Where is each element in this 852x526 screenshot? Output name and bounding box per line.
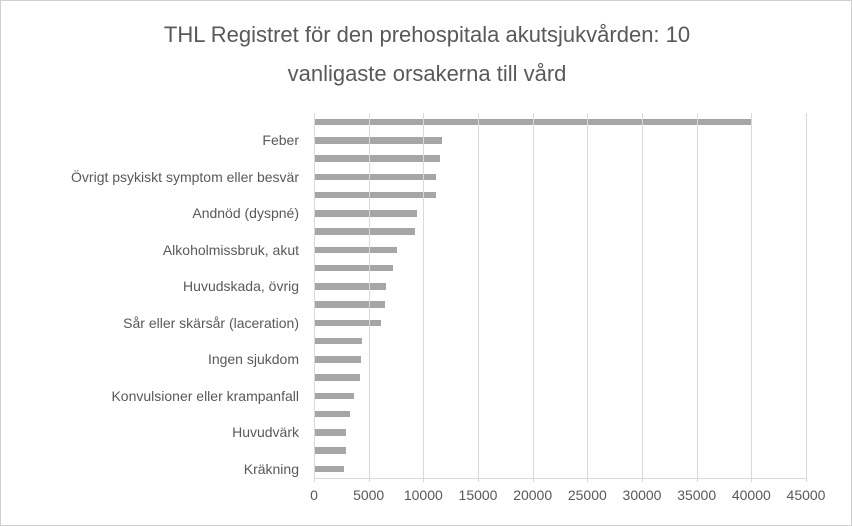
- category-label: Ingen sjukdom: [207, 351, 299, 368]
- bar: [315, 264, 394, 272]
- bar: [315, 392, 354, 400]
- x-tick-label: 40000: [731, 487, 771, 503]
- x-tick-label: 25000: [567, 487, 607, 503]
- gridline: [478, 113, 479, 478]
- category-label: Sår eller skärsår (laceration): [123, 314, 299, 331]
- bar: [315, 374, 360, 381]
- tick-mark: [532, 478, 534, 482]
- x-tick-label: 5000: [353, 487, 385, 503]
- gridline: [587, 113, 589, 478]
- gridline: [751, 113, 753, 478]
- y-axis-line: [314, 113, 315, 478]
- bar: [315, 447, 346, 454]
- bar: [315, 155, 441, 162]
- tick-mark: [314, 478, 315, 482]
- x-tick-label: 10000: [403, 487, 443, 503]
- gridline: [368, 113, 370, 478]
- bar: [315, 246, 397, 254]
- bar: [315, 465, 345, 473]
- x-tick-label: 20000: [513, 487, 553, 503]
- bar: [315, 319, 381, 327]
- category-label: Andnöd (dyspné): [192, 205, 299, 222]
- category-label: Huvudvärk: [232, 424, 299, 441]
- gridline: [642, 113, 643, 478]
- tick-mark: [368, 478, 370, 482]
- bar: [315, 228, 415, 235]
- chart-title-line-1: THL Registret för den prehospitala akuts…: [163, 22, 691, 47]
- bar: [315, 337, 363, 345]
- bar: [315, 301, 386, 308]
- x-tick-label: 15000: [458, 487, 498, 503]
- gridline: [532, 113, 534, 478]
- category-label: Konvulsioner eller krampanfall: [111, 387, 299, 404]
- x-axis-line: [314, 478, 807, 479]
- bar: [315, 429, 346, 436]
- tick-mark: [587, 478, 589, 482]
- x-tick-label: 35000: [677, 487, 717, 503]
- tick-mark: [642, 478, 643, 482]
- gridline: [696, 113, 698, 478]
- x-tick-label: 30000: [622, 487, 662, 503]
- bar: [315, 210, 417, 217]
- bar: [315, 191, 436, 199]
- x-tick-label: 45000: [786, 487, 826, 503]
- chart-title: THL Registret för den prehospitala akuts…: [1, 15, 851, 93]
- bar: [315, 283, 387, 290]
- gridline: [423, 113, 425, 478]
- category-label: Övrigt psykiskt symptom eller besvär: [71, 168, 299, 185]
- tick-mark: [696, 478, 698, 482]
- tick-mark: [751, 478, 753, 482]
- bar: [315, 137, 442, 144]
- bar: [315, 410, 351, 418]
- gridline: [806, 113, 807, 478]
- chart-title-line-2: vanligaste orsakerna till vård: [287, 61, 567, 86]
- tick-mark: [806, 478, 807, 482]
- tick-mark: [423, 478, 425, 482]
- category-label: Huvudskada, övrig: [183, 278, 299, 295]
- bar: [315, 356, 361, 363]
- tick-mark: [478, 478, 479, 482]
- bar: [315, 173, 436, 181]
- category-label: Kräkning: [243, 460, 299, 477]
- x-tick-label: 0: [310, 487, 318, 503]
- category-label: Alkoholmissbruk, akut: [162, 241, 299, 258]
- category-label: Feber: [262, 132, 299, 149]
